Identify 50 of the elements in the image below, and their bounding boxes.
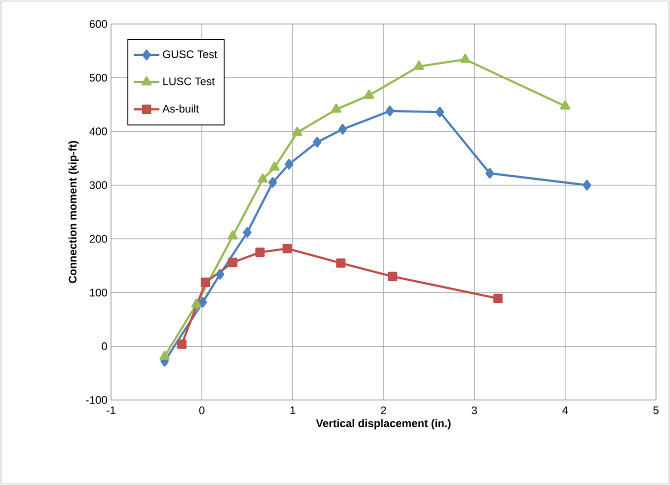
y-tick-label: 600 [90, 20, 108, 28]
point [582, 180, 592, 190]
y-axis-title: Connection moment (kip-ft) [68, 141, 79, 284]
point [292, 126, 302, 136]
point [216, 269, 224, 280]
x-tick-label: 1 [290, 406, 296, 414]
point [255, 248, 265, 257]
point [386, 106, 394, 116]
point [414, 60, 424, 70]
x-tick-label: -1 [106, 406, 116, 414]
y-tick-label: 200 [90, 234, 108, 243]
point [269, 162, 280, 171]
point [460, 54, 470, 63]
point [388, 272, 398, 282]
point [200, 278, 210, 288]
point [198, 296, 207, 308]
point [338, 124, 347, 135]
x-tick-label: 0 [199, 406, 204, 414]
x-tick-label: 3 [472, 406, 477, 414]
point [486, 168, 494, 179]
x-tick-label: 2 [381, 406, 386, 414]
point [282, 244, 292, 254]
point [284, 158, 294, 170]
y-tick-label: 300 [90, 181, 108, 190]
point [436, 106, 444, 118]
legend-label: GUSC Test [162, 50, 218, 58]
point [228, 258, 238, 268]
point [191, 298, 202, 308]
point [258, 174, 268, 183]
legend-label: As-built [162, 104, 199, 113]
point [364, 90, 374, 99]
y-tick-label: 400 [89, 128, 108, 136]
y-tick-label: 100 [90, 288, 108, 296]
point [312, 136, 322, 148]
point [560, 100, 570, 110]
point [160, 350, 170, 360]
x-axis-title: Vertical displacement (in.) [316, 419, 451, 430]
point [177, 339, 187, 349]
x-tick-label: 5 [653, 406, 659, 414]
point [268, 177, 277, 188]
y-tick-label: 0 [102, 342, 108, 350]
legend-label: LUSC Test [163, 77, 215, 86]
point [336, 258, 346, 268]
point [493, 294, 503, 304]
x-tick-label: 4 [562, 406, 568, 414]
y-tick-label: -100 [86, 396, 108, 404]
y-tick-label: 500 [90, 74, 108, 82]
point [243, 227, 252, 238]
point [331, 104, 342, 113]
point [228, 230, 238, 240]
